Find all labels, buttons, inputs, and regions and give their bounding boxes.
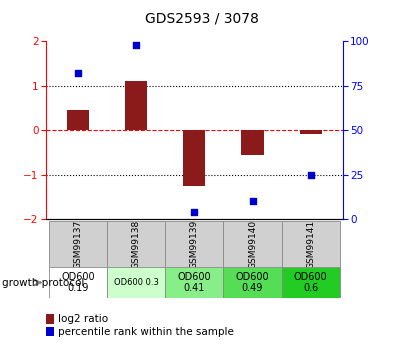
Bar [299, 130, 322, 134]
Point [307, 172, 314, 177]
FancyBboxPatch shape [165, 267, 224, 298]
Text: GSM99139: GSM99139 [190, 219, 199, 269]
Text: GDS2593 / 3078: GDS2593 / 3078 [145, 12, 258, 26]
Point [249, 199, 256, 204]
Bar [67, 110, 89, 130]
Text: percentile rank within the sample: percentile rank within the sample [58, 327, 234, 336]
Bar [46, 327, 54, 336]
Point [75, 71, 81, 76]
FancyBboxPatch shape [165, 221, 224, 267]
Point [191, 209, 198, 215]
Point [133, 42, 139, 48]
FancyBboxPatch shape [107, 221, 165, 267]
FancyBboxPatch shape [224, 221, 282, 267]
Text: GSM99141: GSM99141 [306, 219, 315, 269]
Bar [241, 130, 264, 155]
Text: OD600 0.3: OD600 0.3 [114, 278, 159, 287]
FancyBboxPatch shape [282, 221, 340, 267]
FancyBboxPatch shape [224, 267, 282, 298]
Text: growth protocol: growth protocol [2, 278, 84, 287]
Text: OD600
0.19: OD600 0.19 [62, 272, 95, 293]
Bar [46, 314, 54, 324]
Bar [183, 130, 206, 186]
Text: OD600
0.6: OD600 0.6 [294, 272, 327, 293]
Text: log2 ratio: log2 ratio [58, 314, 108, 324]
Bar [125, 81, 147, 130]
Text: GSM99137: GSM99137 [74, 219, 83, 269]
Text: OD600
0.49: OD600 0.49 [236, 272, 269, 293]
Text: OD600
0.41: OD600 0.41 [178, 272, 211, 293]
FancyBboxPatch shape [49, 267, 107, 298]
FancyBboxPatch shape [49, 221, 107, 267]
FancyBboxPatch shape [282, 267, 340, 298]
Text: GSM99138: GSM99138 [132, 219, 141, 269]
Text: GSM99140: GSM99140 [248, 219, 257, 269]
FancyBboxPatch shape [107, 267, 165, 298]
